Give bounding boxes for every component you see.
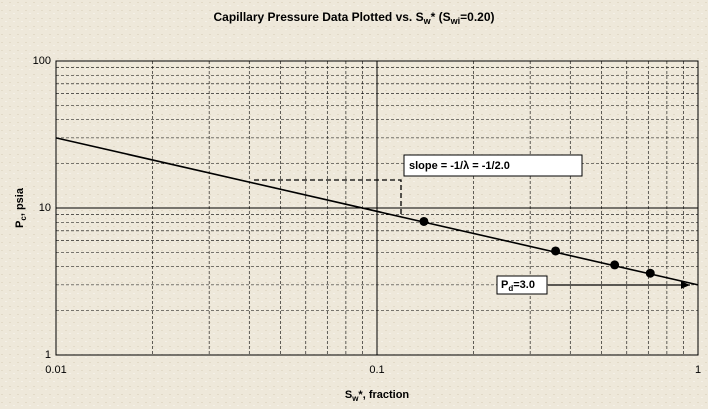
pd-part: d — [508, 284, 513, 293]
grid — [55, 60, 699, 356]
x-label-part: S — [345, 389, 352, 401]
fit-line — [55, 137, 699, 286]
title-part: wi — [450, 16, 461, 26]
title-part: * (S — [431, 10, 451, 24]
slope-triangle — [254, 179, 402, 215]
x-tick-label: 0.01 — [45, 364, 66, 376]
data-point — [610, 260, 620, 270]
data-point — [551, 246, 561, 256]
y-tick-label: 1 — [45, 349, 51, 361]
data-point — [645, 268, 655, 278]
title-part: Capillary Pressure Data Plotted vs. S — [214, 10, 424, 24]
slope-box — [403, 154, 583, 177]
pd-part: P — [501, 279, 508, 291]
y-tick-label: 10 — [39, 202, 51, 214]
x-axis-label: Sw*, fraction — [345, 389, 410, 403]
data-point — [419, 216, 429, 226]
pd-label: Pd=3.0 — [501, 279, 535, 293]
title-part: w — [423, 16, 432, 26]
y-label-part: P — [14, 221, 26, 228]
title-part: =0.20) — [460, 10, 494, 24]
slope-label: slope = -1/λ = -1/2.0 — [409, 160, 510, 172]
x-tick-label: 0.1 — [369, 364, 384, 376]
x-label-part: w — [351, 394, 359, 403]
y-tick-label: 100 — [33, 55, 51, 67]
x-tick-label: 1 — [695, 364, 701, 376]
plot-frame — [55, 60, 699, 356]
chart-title: Capillary Pressure Data Plotted vs. Sw* … — [214, 10, 495, 26]
y-axis-label: Pc, psia — [14, 187, 28, 228]
pd-part: =3.0 — [513, 279, 535, 291]
y-label-part: , psia — [14, 187, 26, 216]
x-label-part: *, fraction — [358, 389, 409, 401]
y-label-part: c — [19, 216, 28, 221]
pd-box — [496, 275, 548, 295]
